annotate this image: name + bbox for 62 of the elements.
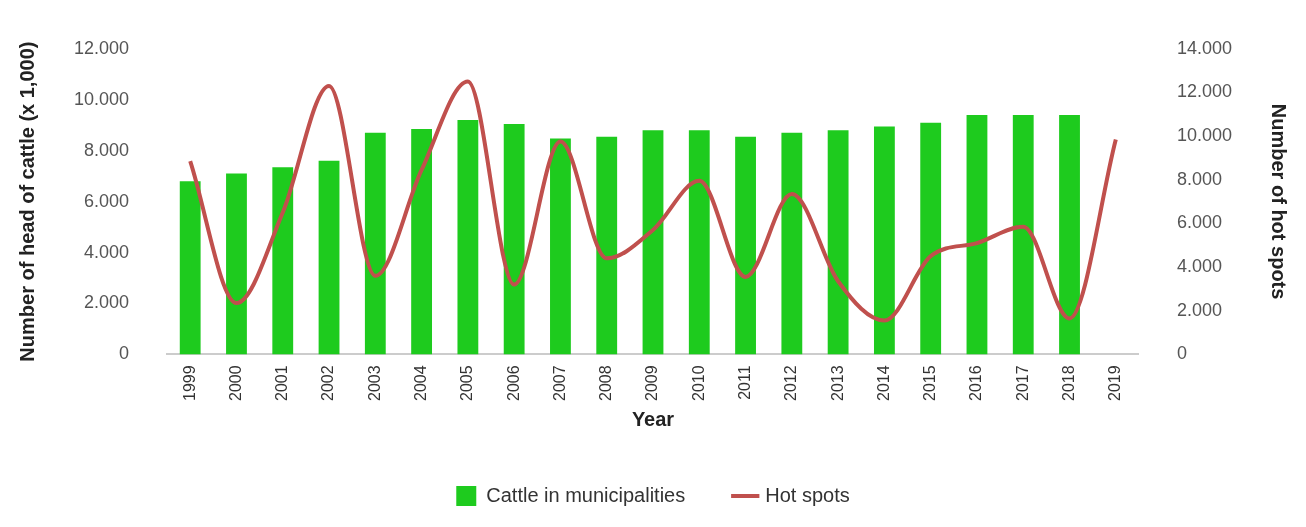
y2-tick-label: 4.000 — [1176, 256, 1222, 277]
bar — [642, 130, 664, 355]
y-tick-label: 10.000 — [73, 88, 130, 109]
y2-axis-title: Number of hot spots — [1268, 103, 1291, 300]
x-tick-label: 2011 — [735, 365, 753, 400]
bar — [781, 132, 803, 355]
x-tick-label: 2008 — [597, 365, 615, 401]
y-tick-label: 8.000 — [84, 139, 130, 160]
bar — [873, 126, 895, 355]
y2-tick-label: 8.000 — [1176, 168, 1222, 189]
bar — [1012, 115, 1034, 355]
y-tick-label: 6.000 — [84, 190, 130, 211]
x-tick-label: 2010 — [689, 365, 707, 401]
x-tick-label: 2005 — [458, 365, 476, 401]
bar — [457, 120, 479, 355]
bar — [272, 167, 294, 355]
y2-tick-label: 0 — [1176, 343, 1187, 364]
y-tick-label: 12.000 — [73, 37, 130, 58]
bar — [688, 130, 710, 355]
x-tick-label: 2006 — [504, 365, 522, 401]
x-axis-title: Year — [631, 407, 675, 430]
bar — [226, 173, 247, 355]
x-tick-label: 2013 — [828, 365, 846, 401]
x-tick-label: 2007 — [550, 365, 568, 401]
bar — [364, 132, 386, 355]
bar — [596, 136, 618, 355]
legend-label: Cattle in municipalities — [486, 483, 686, 506]
x-tick-label: 2000 — [226, 365, 244, 401]
x-tick-label: 2001 — [273, 365, 291, 401]
y2-tick-label: 2.000 — [1176, 299, 1222, 320]
bar — [735, 136, 756, 355]
legend-label: Hot spots — [765, 483, 850, 506]
y2-tick-label: 6.000 — [1176, 212, 1222, 233]
x-tick-label: 2014 — [874, 365, 892, 401]
x-tick-label: 2004 — [412, 365, 429, 401]
y2-tick-label: 12.000 — [1176, 81, 1233, 102]
x-tick-label: 2019 — [1106, 365, 1124, 401]
y-tick-label: 4.000 — [84, 241, 130, 262]
x-tick-label: 1999 — [180, 365, 198, 401]
y2-tick-label: 14.000 — [1176, 37, 1233, 58]
x-tick-label: 2009 — [643, 365, 661, 401]
bar — [411, 129, 433, 355]
x-tick-label: 2015 — [921, 365, 939, 401]
x-tick-label: 2002 — [319, 365, 337, 401]
bar — [1059, 115, 1080, 355]
y-tick-label: 2.000 — [84, 292, 130, 313]
x-tick-label: 2017 — [1013, 365, 1031, 401]
bar — [550, 138, 571, 355]
bar — [179, 181, 201, 355]
y2-tick-label: 10.000 — [1176, 125, 1233, 146]
y-axis-title: Number of head of cattle (x 1,000) — [15, 41, 38, 362]
line-series — [188, 79, 1118, 323]
bar — [920, 122, 942, 355]
x-tick-label: 2016 — [967, 365, 985, 401]
bar — [503, 123, 525, 355]
bar — [827, 130, 849, 355]
bar — [966, 115, 988, 355]
x-tick-label: 2012 — [782, 365, 800, 401]
x-tick-label: 2003 — [365, 365, 383, 401]
x-tick-label: 2018 — [1059, 365, 1077, 401]
y-tick-label: 0 — [119, 343, 130, 364]
bar — [318, 160, 340, 355]
